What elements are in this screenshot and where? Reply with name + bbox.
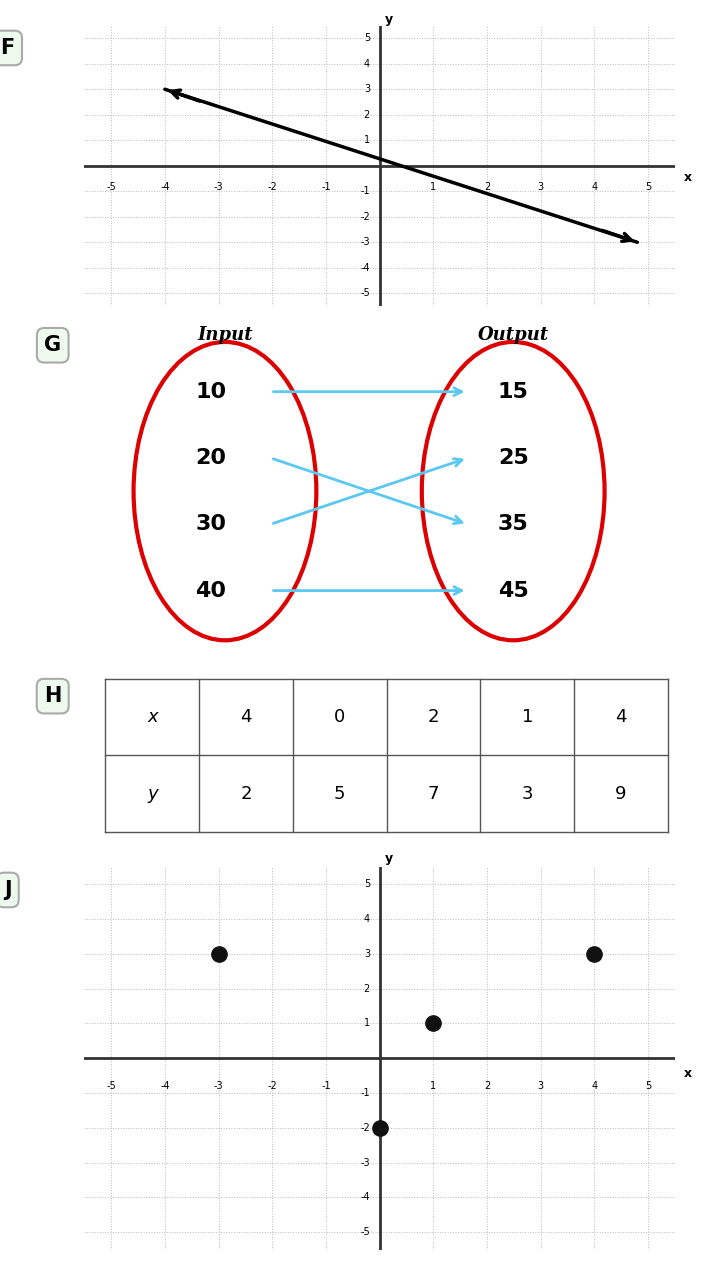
Text: 2: 2 [484,1081,490,1091]
Text: 2: 2 [240,784,252,802]
Text: x: x [147,709,157,727]
Text: -2: -2 [360,212,370,222]
Text: 25: 25 [498,448,529,468]
Text: y: y [385,852,394,864]
Text: -1: -1 [361,186,370,196]
Text: 1: 1 [430,1081,437,1091]
Text: 35: 35 [498,514,529,534]
Text: H: H [44,686,61,706]
Text: 4: 4 [240,709,252,727]
Text: 4: 4 [364,59,370,69]
Text: 9: 9 [615,784,627,802]
Text: 2: 2 [363,984,370,993]
Text: 3: 3 [538,1081,543,1091]
Text: 1: 1 [364,135,370,145]
Text: -4: -4 [160,182,169,193]
Text: F: F [1,38,15,57]
Text: 7: 7 [427,784,439,802]
Text: 3: 3 [522,784,533,802]
Text: -5: -5 [106,1081,116,1091]
Text: 2: 2 [363,110,370,120]
Text: -3: -3 [361,237,370,247]
Text: -4: -4 [361,263,370,273]
Text: 2: 2 [427,709,439,727]
Text: G: G [44,335,61,356]
Text: -2: -2 [267,1081,277,1091]
Text: 1: 1 [522,709,533,727]
Text: -2: -2 [267,182,277,193]
Text: 0: 0 [334,709,345,727]
Text: 5: 5 [645,1081,651,1091]
Text: 3: 3 [538,182,543,193]
Text: x: x [684,1067,692,1080]
Text: 45: 45 [498,580,529,601]
Text: -2: -2 [360,1123,370,1132]
Text: J: J [4,880,11,900]
Text: -5: -5 [360,1227,370,1237]
Text: 5: 5 [363,33,370,43]
Text: 10: 10 [195,381,226,402]
Text: -1: -1 [361,1088,370,1098]
Text: x: x [684,171,692,184]
Text: 2: 2 [484,182,490,193]
Text: 4: 4 [364,914,370,924]
Text: -3: -3 [214,182,224,193]
Text: 4: 4 [591,1081,598,1091]
Text: Output: Output [477,326,549,344]
Text: -5: -5 [360,288,370,298]
Text: -3: -3 [214,1081,224,1091]
Text: -1: -1 [321,182,330,193]
Text: y: y [385,13,394,26]
Text: -3: -3 [361,1158,370,1168]
Text: 4: 4 [591,182,598,193]
Text: 5: 5 [363,880,370,890]
Text: 4: 4 [615,709,627,727]
Text: 1: 1 [430,182,437,193]
Text: Input: Input [197,326,253,344]
Text: -4: -4 [361,1192,370,1202]
Text: -1: -1 [321,1081,330,1091]
Text: -5: -5 [106,182,116,193]
Text: 15: 15 [498,381,529,402]
Text: 1: 1 [364,1019,370,1029]
Text: 5: 5 [645,182,651,193]
Text: 30: 30 [195,514,226,534]
Text: y: y [147,784,157,802]
Text: -4: -4 [160,1081,169,1091]
Text: 40: 40 [195,580,226,601]
Text: 3: 3 [364,84,370,94]
Text: 5: 5 [334,784,346,802]
Text: 20: 20 [195,448,226,468]
Text: 3: 3 [364,949,370,959]
